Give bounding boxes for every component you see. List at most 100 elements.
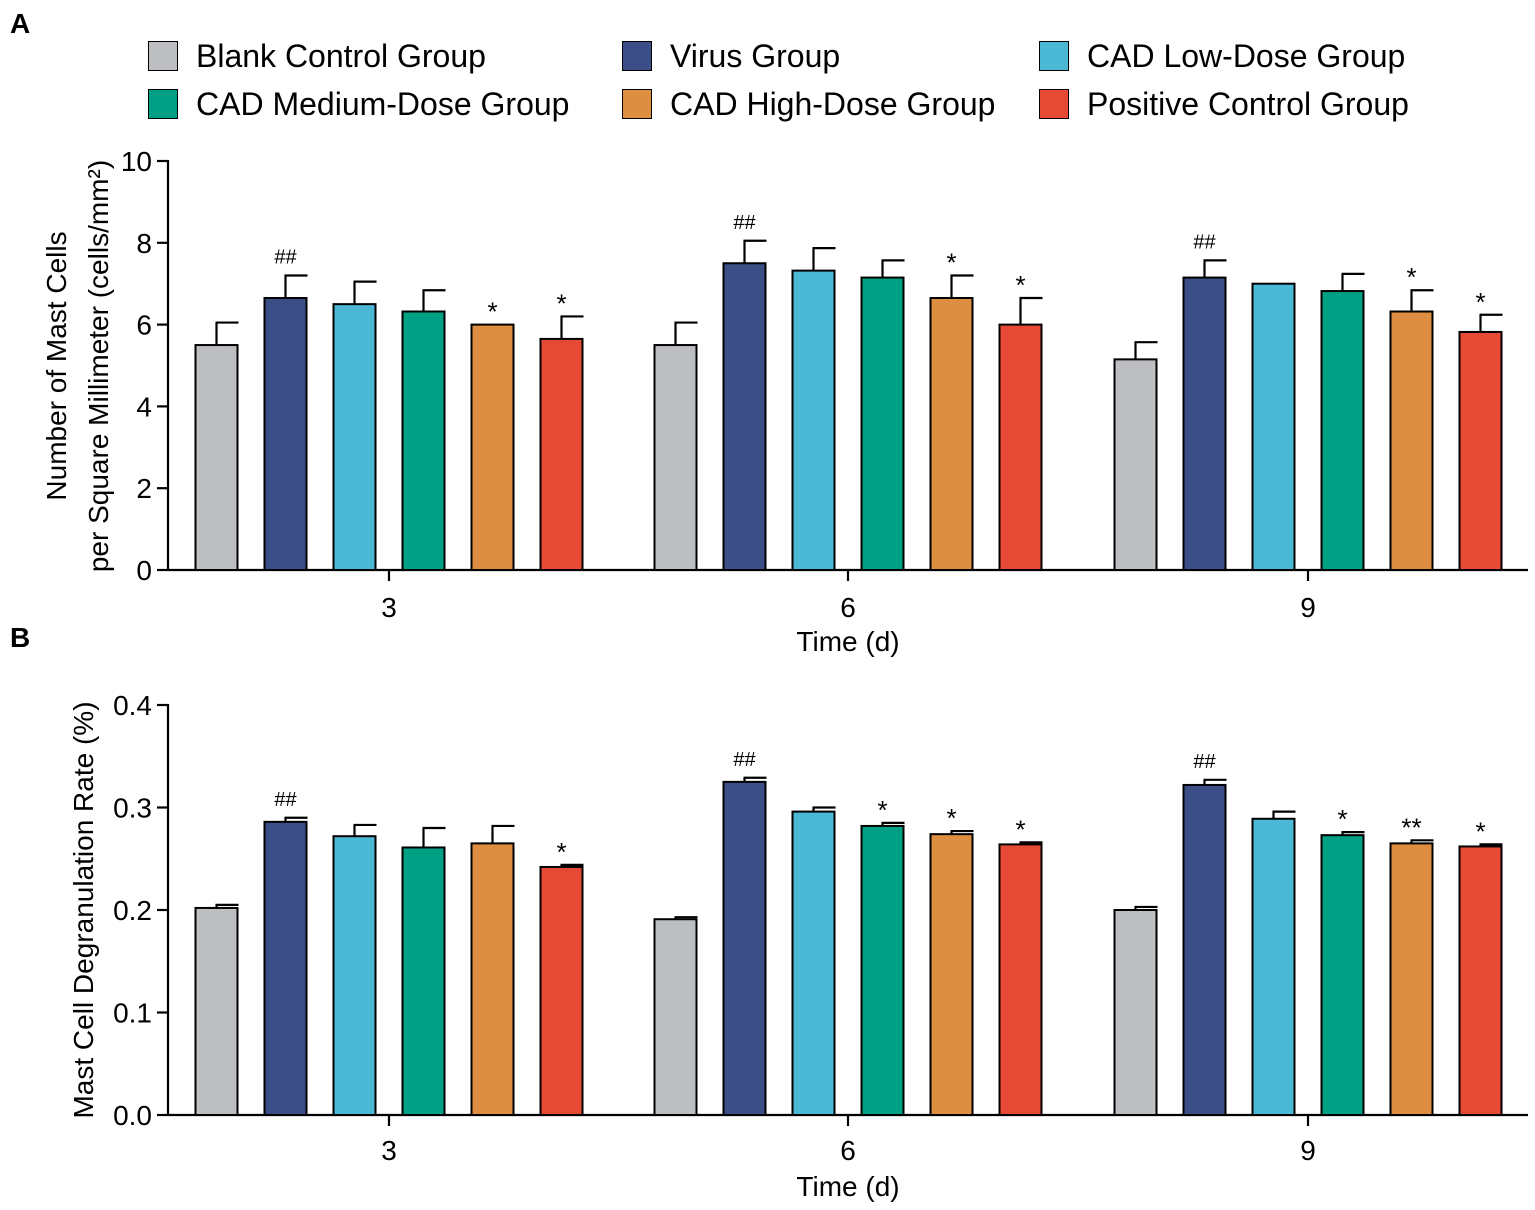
significance-mark: ## (274, 247, 297, 269)
legend-swatch (148, 89, 178, 119)
bar-cad-low-dose-group-day-6 (791, 269, 836, 571)
bar-blank-control-group-day-3 (194, 906, 239, 1117)
bar-cad-high-dose-group-day-3 (470, 323, 515, 571)
legend-label: Blank Control Group (196, 37, 486, 74)
bar-blank-control-group-day-6 (653, 918, 698, 1116)
x-tick-label: 9 (1300, 1135, 1316, 1166)
bar-virus-group-day-9 (1182, 276, 1227, 571)
significance-mark: * (946, 803, 956, 833)
bar-positive-control-group-day-6 (998, 323, 1043, 571)
legend-item-blank-control: Blank Control Group (148, 36, 486, 76)
significance-mark: ## (733, 749, 756, 771)
bar-cad-medium-dose-group-day-6 (860, 276, 905, 571)
bar-cad-high-dose-group-day-9 (1389, 842, 1434, 1116)
bar-blank-control-group-day-3 (194, 344, 239, 571)
legend-label: Virus Group (670, 37, 841, 74)
legend: Blank Control Group Virus Group CAD Low-… (148, 36, 1518, 128)
legend-item-cad-low: CAD Low-Dose Group (1039, 36, 1405, 76)
significance-mark: ## (274, 789, 297, 811)
y-tick-label: 2 (136, 473, 152, 504)
bar-virus-group-day-3 (263, 820, 308, 1116)
x-tick-label: 6 (840, 1135, 856, 1166)
legend-swatch (1039, 41, 1069, 71)
bar-virus-group-day-6 (722, 262, 767, 571)
legend-label: CAD Medium-Dose Group (196, 85, 570, 122)
significance-mark: ** (1401, 812, 1421, 842)
x-tick-label: 6 (840, 592, 856, 623)
bar-positive-control-group-day-3 (539, 865, 584, 1117)
y-tick-label: 6 (136, 310, 152, 341)
x-tick-label: 3 (381, 592, 397, 623)
bar-blank-control-group-day-9 (1113, 909, 1158, 1116)
y-axis-label-line2: per Square Millimeter (cells/mm²) (83, 160, 114, 572)
bar-cad-medium-dose-group-day-3 (401, 846, 446, 1116)
panel-label-b: B (10, 622, 31, 653)
legend-item-positive-control: Positive Control Group (1039, 84, 1409, 124)
bar-positive-control-group-day-9 (1458, 845, 1503, 1116)
bar-cad-medium-dose-group-day-6 (860, 824, 905, 1116)
significance-mark: * (487, 297, 497, 327)
chart-a-mast-cell-count: 0 2 4 6 8 10 3 6 9 Time (d) Number of Mast Cells pe… (41, 146, 1528, 657)
bar-cad-low-dose-group-day-3 (332, 303, 377, 571)
significance-mark: * (1337, 804, 1347, 834)
significance-mark: * (1015, 270, 1025, 300)
significance-mark: * (1406, 262, 1416, 292)
bar-cad-low-dose-group-day-6 (791, 810, 836, 1116)
significance-mark: * (556, 837, 566, 867)
significance-mark: * (877, 795, 887, 825)
bar-cad-high-dose-group-day-6 (929, 833, 974, 1117)
y-tick-label: 0.0 (113, 1100, 152, 1131)
y-axis-label-line1: Number of Mast Cells (41, 231, 72, 500)
bar-cad-low-dose-group-day-3 (332, 835, 377, 1116)
bar-cad-medium-dose-group-day-9 (1320, 834, 1365, 1116)
x-axis-label: Time (d) (796, 1171, 899, 1202)
y-tick-label: 0.3 (113, 793, 152, 824)
bar-cad-low-dose-group-day-9 (1251, 817, 1296, 1117)
legend-swatch (148, 41, 178, 71)
y-tick-label: 0.1 (113, 998, 152, 1029)
y-tick-label: 10 (121, 146, 152, 177)
bar-blank-control-group-day-9 (1113, 358, 1158, 571)
significance-mark: * (946, 248, 956, 278)
legend-label: CAD Low-Dose Group (1087, 37, 1406, 74)
bar-cad-high-dose-group-day-9 (1389, 310, 1434, 571)
bar-positive-control-group-day-9 (1458, 330, 1503, 571)
legend-item-cad-medium: CAD Medium-Dose Group (148, 84, 569, 124)
bar-virus-group-day-3 (263, 297, 308, 571)
bar-cad-high-dose-group-day-3 (470, 842, 515, 1116)
x-axis-label: Time (d) (796, 626, 899, 657)
significance-mark: * (556, 288, 566, 318)
legend-label: CAD High-Dose Group (670, 85, 996, 122)
y-tick-label: 4 (136, 391, 152, 422)
significance-mark: ## (1193, 231, 1216, 253)
legend-item-cad-high: CAD High-Dose Group (622, 84, 995, 124)
x-tick-label: 9 (1300, 592, 1316, 623)
significance-mark: ## (733, 212, 756, 234)
y-tick-label: 0.2 (113, 895, 152, 926)
significance-mark: ## (1193, 751, 1216, 773)
chart-b-degranulation-rate: 0.0 0.1 0.2 0.3 0.4 3 6 9 Time (d) Mast Cell Degr… (68, 690, 1528, 1202)
y-axis-label: Mast Cell Degranulation Rate (%) (68, 701, 99, 1118)
legend-swatch (622, 41, 652, 71)
y-tick-label: 0.4 (113, 690, 152, 721)
significance-mark: * (1475, 816, 1485, 846)
legend-label: Positive Control Group (1087, 85, 1409, 122)
bar-cad-medium-dose-group-day-3 (401, 310, 446, 571)
x-tick-label: 3 (381, 1135, 397, 1166)
bar-cad-low-dose-group-day-9 (1251, 282, 1296, 571)
bar-positive-control-group-day-6 (998, 843, 1043, 1117)
significance-mark: * (1015, 814, 1025, 844)
significance-mark: * (1475, 287, 1485, 317)
bar-positive-control-group-day-3 (539, 337, 584, 572)
bar-cad-high-dose-group-day-6 (929, 297, 974, 571)
legend-swatch (622, 89, 652, 119)
legend-swatch (1039, 89, 1069, 119)
legend-item-virus: Virus Group (622, 36, 840, 76)
bar-virus-group-day-9 (1182, 783, 1227, 1116)
y-tick-label: 0 (136, 555, 152, 586)
panel-label-a: A (10, 8, 31, 39)
y-tick-label: 8 (136, 228, 152, 259)
bar-virus-group-day-6 (722, 780, 767, 1116)
bar-blank-control-group-day-6 (653, 344, 698, 571)
